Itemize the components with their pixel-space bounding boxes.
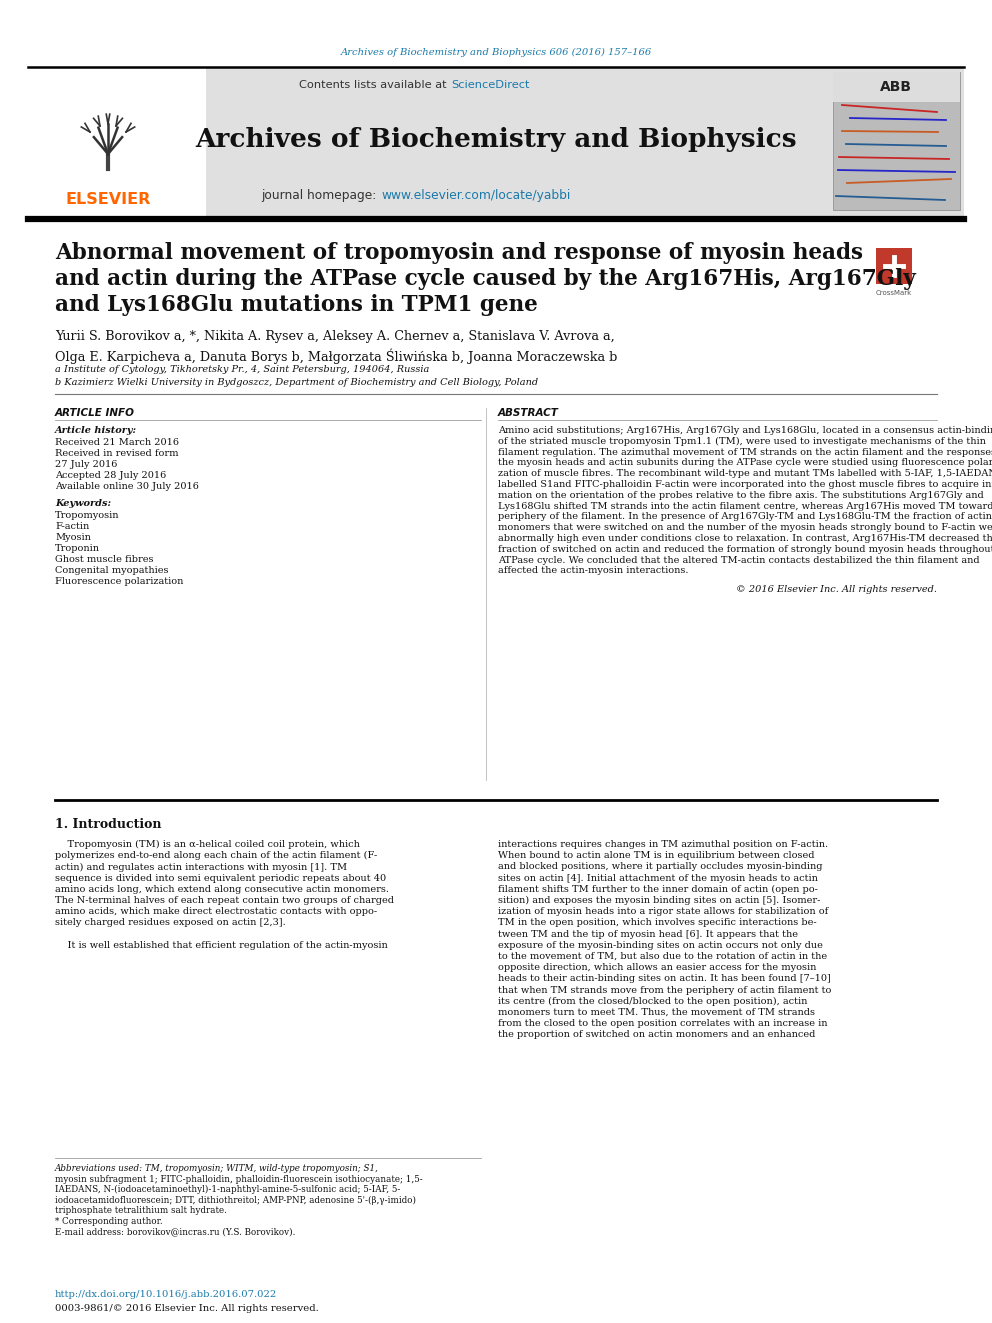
Text: iodoacetamidofluorescein; DTT, dithiothreitol; AMP-PNP, adenosine 5'-(β,γ-imido): iodoacetamidofluorescein; DTT, dithiothr… (55, 1196, 416, 1205)
Text: ARTICLE INFO: ARTICLE INFO (55, 407, 135, 418)
Text: Received 21 March 2016: Received 21 March 2016 (55, 438, 179, 447)
Text: Myosin: Myosin (55, 533, 91, 542)
Text: Lys168Glu shifted TM strands into the actin filament centre, whereas Arg167His m: Lys168Glu shifted TM strands into the ac… (498, 501, 992, 511)
Text: Abbreviations used: TM, tropomyosin; WITM, wild-type tropomyosin; S1,: Abbreviations used: TM, tropomyosin; WIT… (55, 1164, 379, 1174)
Text: labelled S1and FITC-phalloidin F-actin were incorporated into the ghost muscle f: labelled S1and FITC-phalloidin F-actin w… (498, 480, 992, 490)
Text: its centre (from the closed/blocked to the open position), actin: its centre (from the closed/blocked to t… (498, 996, 807, 1005)
Text: CrossMark: CrossMark (876, 290, 912, 296)
Text: Contents lists available at: Contents lists available at (299, 79, 450, 90)
Text: amino acids, which make direct electrostatic contacts with oppo-: amino acids, which make direct electrost… (55, 908, 377, 917)
Text: Yurii S. Borovikov a, *, Nikita A. Rysev a, Aleksey A. Chernev a, Stanislava V. : Yurii S. Borovikov a, *, Nikita A. Rysev… (55, 329, 615, 343)
Text: actin) and regulates actin interactions with myosin [1]. TM: actin) and regulates actin interactions … (55, 863, 347, 872)
Text: amino acids long, which extend along consecutive actin monomers.: amino acids long, which extend along con… (55, 885, 389, 894)
Text: the myosin heads and actin subunits during the ATPase cycle were studied using f: the myosin heads and actin subunits duri… (498, 458, 992, 467)
Text: monomers that were switched on and the number of the myosin heads strongly bound: monomers that were switched on and the n… (498, 523, 992, 532)
Text: IAEDANS, N-(iodoacetaminoethyl)-1-naphthyl-amine-5-sulfonic acid; 5-IAF, 5-: IAEDANS, N-(iodoacetaminoethyl)-1-naphth… (55, 1185, 401, 1195)
Text: myosin subfragment 1; FITC-phalloidin, phalloidin-fluorescein isothiocyanate; 1,: myosin subfragment 1; FITC-phalloidin, p… (55, 1175, 423, 1184)
Text: Fluorescence polarization: Fluorescence polarization (55, 577, 184, 586)
Text: fraction of switched on actin and reduced the formation of strongly bound myosin: fraction of switched on actin and reduce… (498, 545, 992, 554)
Text: periphery of the filament. In the presence of Arg167Gly-TM and Lys168Glu-TM the : periphery of the filament. In the presen… (498, 512, 992, 521)
Text: TM in the open position, which involves specific interactions be-: TM in the open position, which involves … (498, 918, 816, 927)
Text: journal homepage:: journal homepage: (261, 188, 380, 201)
Text: filament regulation. The azimuthal movement of TM strands on the actin filament : filament regulation. The azimuthal movem… (498, 447, 992, 456)
Text: triphosphate tetralithium salt hydrate.: triphosphate tetralithium salt hydrate. (55, 1207, 227, 1215)
Text: mation on the orientation of the probes relative to the fibre axis. The substitu: mation on the orientation of the probes … (498, 491, 984, 500)
Text: a Institute of Cytology, Tikhoretsky Pr., 4, Saint Petersburg, 194064, Russia: a Institute of Cytology, Tikhoretsky Pr.… (55, 365, 430, 374)
Text: * Corresponding author.: * Corresponding author. (55, 1217, 163, 1225)
Text: © 2016 Elsevier Inc. All rights reserved.: © 2016 Elsevier Inc. All rights reserved… (736, 585, 937, 594)
Text: affected the actin-myosin interactions.: affected the actin-myosin interactions. (498, 566, 688, 576)
Text: sition) and exposes the myosin binding sites on actin [5]. Isomer-: sition) and exposes the myosin binding s… (498, 896, 820, 905)
Bar (833, 71, 960, 210)
Text: opposite direction, which allows an easier access for the myosin: opposite direction, which allows an easi… (498, 963, 816, 972)
Bar (28, 67, 964, 220)
Text: Ghost muscle fibres: Ghost muscle fibres (55, 556, 154, 564)
Bar (833, 71, 960, 102)
Bar (28, 67, 206, 220)
Text: of the striated muscle tropomyosin Tpm1.1 (TM), were used to investigate mechani: of the striated muscle tropomyosin Tpm1.… (498, 437, 986, 446)
Text: 0003-9861/© 2016 Elsevier Inc. All rights reserved.: 0003-9861/© 2016 Elsevier Inc. All right… (55, 1304, 318, 1312)
Text: to the movement of TM, but also due to the rotation of actin in the: to the movement of TM, but also due to t… (498, 953, 827, 960)
Text: abnormally high even under conditions close to relaxation. In contrast, Arg167Hi: abnormally high even under conditions cl… (498, 534, 992, 542)
Text: Received in revised form: Received in revised form (55, 448, 179, 458)
Text: and actin during the ATPase cycle caused by the Arg167His, Arg167Gly: and actin during the ATPase cycle caused… (55, 269, 916, 290)
Text: b Kazimierz Wielki University in Bydgoszcz, Department of Biochemistry and Cell : b Kazimierz Wielki University in Bydgosz… (55, 378, 538, 388)
Text: The N-terminal halves of each repeat contain two groups of charged: The N-terminal halves of each repeat con… (55, 896, 394, 905)
Text: Tropomyosin (TM) is an α-helical coiled coil protein, which: Tropomyosin (TM) is an α-helical coiled … (55, 840, 360, 849)
Text: F-actin: F-actin (55, 523, 89, 531)
Text: ATPase cycle. We concluded that the altered TM-actin contacts destabilized the t: ATPase cycle. We concluded that the alte… (498, 556, 980, 565)
Text: http://dx.doi.org/10.1016/j.abb.2016.07.022: http://dx.doi.org/10.1016/j.abb.2016.07.… (55, 1290, 277, 1299)
Text: that when TM strands move from the periphery of actin filament to: that when TM strands move from the perip… (498, 986, 831, 995)
Text: When bound to actin alone TM is in equilibrium between closed: When bound to actin alone TM is in equil… (498, 851, 814, 860)
Text: E-mail address: borovikov@incras.ru (Y.S. Borovikov).: E-mail address: borovikov@incras.ru (Y.S… (55, 1226, 296, 1236)
Text: Amino acid substitutions; Arg167His, Arg167Gly and Lys168Glu, located in a conse: Amino acid substitutions; Arg167His, Arg… (498, 426, 992, 435)
Text: Article history:: Article history: (55, 426, 137, 435)
Text: the proportion of switched on actin monomers and an enhanced: the proportion of switched on actin mono… (498, 1031, 815, 1040)
Text: tween TM and the tip of myosin head [6]. It appears that the: tween TM and the tip of myosin head [6].… (498, 930, 798, 938)
Text: Tropomyosin: Tropomyosin (55, 511, 119, 520)
Text: 27 July 2016: 27 July 2016 (55, 460, 117, 468)
Text: and blocked positions, where it partially occludes myosin-binding: and blocked positions, where it partiall… (498, 863, 822, 872)
Text: Keywords:: Keywords: (55, 499, 111, 508)
Text: interactions requires changes in TM azimuthal position on F-actin.: interactions requires changes in TM azim… (498, 840, 828, 849)
Bar (876, 247, 912, 284)
Text: Troponin: Troponin (55, 544, 100, 553)
Text: Abnormal movement of tropomyosin and response of myosin heads: Abnormal movement of tropomyosin and res… (55, 242, 863, 265)
Text: polymerizes end-to-end along each chain of the actin filament (F-: polymerizes end-to-end along each chain … (55, 851, 377, 860)
Text: monomers turn to meet TM. Thus, the movement of TM strands: monomers turn to meet TM. Thus, the move… (498, 1008, 815, 1017)
Text: ScienceDirect: ScienceDirect (451, 79, 530, 90)
Text: sites on actin [4]. Initial attachment of the myosin heads to actin: sites on actin [4]. Initial attachment o… (498, 873, 817, 882)
Text: Available online 30 July 2016: Available online 30 July 2016 (55, 482, 198, 491)
Text: ABSTRACT: ABSTRACT (498, 407, 558, 418)
Text: heads to their actin-binding sites on actin. It has been found [7–10]: heads to their actin-binding sites on ac… (498, 975, 830, 983)
Text: Archives of Biochemistry and Biophysics: Archives of Biochemistry and Biophysics (195, 127, 797, 152)
Text: 1. Introduction: 1. Introduction (55, 818, 162, 831)
Text: Archives of Biochemistry and Biophysics 606 (2016) 157–166: Archives of Biochemistry and Biophysics … (340, 48, 652, 57)
Text: www.elsevier.com/locate/yabbi: www.elsevier.com/locate/yabbi (381, 188, 570, 201)
Text: and Lys168Glu mutations in TPM1 gene: and Lys168Glu mutations in TPM1 gene (55, 294, 538, 316)
Text: filament shifts TM further to the inner domain of actin (open po-: filament shifts TM further to the inner … (498, 885, 817, 894)
Text: zation of muscle fibres. The recombinant wild-type and mutant TMs labelled with : zation of muscle fibres. The recombinant… (498, 470, 992, 478)
Text: Olga E. Karpicheva a, Danuta Borys b, Małgorzata Śliwińska b, Joanna Moraczewska: Olga E. Karpicheva a, Danuta Borys b, Ma… (55, 348, 617, 364)
Text: sitely charged residues exposed on actin [2,3].: sitely charged residues exposed on actin… (55, 918, 286, 927)
Text: ABB: ABB (880, 79, 912, 94)
Text: Accepted 28 July 2016: Accepted 28 July 2016 (55, 471, 167, 480)
Text: from the closed to the open position correlates with an increase in: from the closed to the open position cor… (498, 1019, 827, 1028)
Text: sequence is divided into semi equivalent periodic repeats about 40: sequence is divided into semi equivalent… (55, 873, 386, 882)
Text: ization of myosin heads into a rigor state allows for stabilization of: ization of myosin heads into a rigor sta… (498, 908, 828, 917)
Text: It is well established that efficient regulation of the actin-myosin: It is well established that efficient re… (55, 941, 388, 950)
Text: exposure of the myosin-binding sites on actin occurs not only due: exposure of the myosin-binding sites on … (498, 941, 823, 950)
Text: Congenital myopathies: Congenital myopathies (55, 566, 169, 576)
Text: ELSEVIER: ELSEVIER (65, 192, 151, 206)
